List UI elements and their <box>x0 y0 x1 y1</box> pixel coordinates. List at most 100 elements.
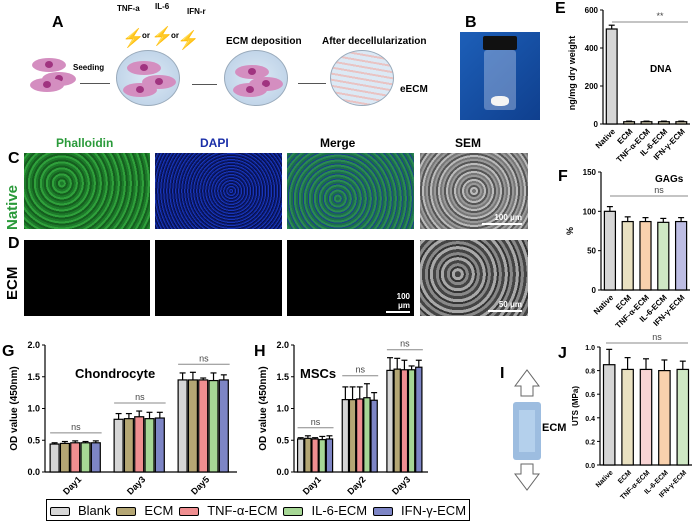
x-tick-label: Day3 <box>390 474 412 496</box>
bar <box>640 121 653 125</box>
scale-bar-label: 100 μm <box>494 213 522 222</box>
bar <box>386 369 394 473</box>
vial-cap <box>483 36 517 50</box>
y-tick-label: 1.5 <box>27 372 40 382</box>
bar <box>198 379 209 473</box>
native-phalloidin-image <box>24 153 150 229</box>
chart-title: Chondrocyte <box>75 366 155 381</box>
y-tick-label: 0 <box>594 120 599 129</box>
arrow-icon <box>192 84 217 85</box>
dish-seeded <box>116 50 180 106</box>
bar <box>658 370 671 466</box>
bar <box>304 437 312 473</box>
bar <box>187 379 198 473</box>
bar <box>144 418 155 473</box>
bar <box>296 438 305 473</box>
bar <box>70 442 81 473</box>
y-axis-label: OD value (450nm) <box>9 366 20 450</box>
bar <box>325 438 334 473</box>
bar <box>407 369 416 473</box>
bar <box>393 368 401 473</box>
y-axis-label: ng/mg dry weight <box>567 36 577 111</box>
significance-label: ns <box>355 365 365 375</box>
y-axis-label: % <box>565 227 575 235</box>
y-tick-label: 600 <box>585 6 599 15</box>
ecm-sample <box>491 96 509 106</box>
col-phalloidin: Phalloidin <box>56 136 114 150</box>
bar <box>676 368 690 466</box>
panel-label-c: C <box>8 150 20 167</box>
bar <box>605 28 618 125</box>
panel-label-f: F <box>558 168 568 185</box>
ecm-dapi-image <box>155 240 282 316</box>
tnf-label: TNF-a <box>117 4 140 13</box>
bar <box>49 443 60 473</box>
legend-item-il6: IL-6-ECM <box>283 503 367 518</box>
arrow-icon <box>298 83 326 84</box>
y-tick-label: 1.0 <box>27 404 40 414</box>
ecm-phalloidin-image <box>24 240 150 316</box>
x-tick-label: Day5 <box>189 474 211 496</box>
scale-bar-label: 50 μm <box>498 300 522 309</box>
scale-bar-label: 100 μm <box>396 292 410 310</box>
bar <box>154 417 165 473</box>
chart-title: DNA <box>650 64 672 75</box>
i-ecm-label: ECM <box>542 422 567 434</box>
y-axis-label: OD value (450nm) <box>258 366 269 450</box>
bar <box>123 418 134 473</box>
significance-label: ns <box>71 422 81 432</box>
panel-label-g: G <box>2 343 15 360</box>
legend-item-tnf: TNF-α-ECM <box>179 503 278 518</box>
bar <box>639 368 653 466</box>
significance-label: ns <box>652 332 662 342</box>
panel-label-d: D <box>8 235 20 252</box>
bar <box>341 399 350 473</box>
y-tick-label: 200 <box>585 82 599 91</box>
y-axis-label: UTS (MPa) <box>571 386 580 426</box>
bar <box>59 442 70 473</box>
significance-label: ns <box>199 353 209 363</box>
chart-title: MSCs <box>300 366 336 381</box>
bar <box>80 442 91 473</box>
x-tick-label: Day1 <box>61 474 83 496</box>
bar <box>370 399 378 473</box>
y-tick-label: 0.4 <box>585 416 595 423</box>
bar <box>657 221 670 291</box>
legend-item-blank: Blank <box>49 503 110 518</box>
eecm-label: eECM <box>400 84 428 95</box>
tensile-test-diagram <box>513 369 541 491</box>
bar <box>639 220 652 291</box>
bar <box>621 368 634 466</box>
dish-deposition <box>224 50 288 106</box>
bar <box>177 379 188 473</box>
y-tick-label: 1.0 <box>276 404 289 414</box>
or-label-1: or <box>142 31 150 40</box>
decell-label: After decellularization <box>322 36 427 47</box>
bar <box>400 369 409 473</box>
panel-label-a: A <box>52 14 64 31</box>
significance-label: ** <box>656 11 664 21</box>
bar <box>363 397 371 473</box>
bar <box>208 379 219 473</box>
ecm-deposition-label: ECM deposition <box>226 36 302 47</box>
col-dapi: DAPI <box>200 136 229 150</box>
y-tick-label: 0.0 <box>585 463 595 470</box>
native-dapi-image <box>155 153 282 229</box>
y-tick-label: 100 <box>583 207 597 216</box>
x-tick-label: ECM <box>617 469 633 485</box>
cell-cluster <box>30 58 77 93</box>
panel-label-b: B <box>465 14 477 31</box>
panel-label-i: I <box>500 365 505 382</box>
bar <box>311 438 319 473</box>
bar <box>674 220 688 291</box>
legend-item-ifn: IFN-γ-ECM <box>373 503 466 518</box>
native-sem-image: 100 μm <box>420 153 528 229</box>
legend-item-ecm: ECM <box>116 503 173 518</box>
y-tick-label: 2.0 <box>276 340 289 350</box>
panel-label-j: J <box>558 345 567 362</box>
y-tick-label: 0.5 <box>27 435 40 445</box>
bar <box>134 416 145 473</box>
significance-label: ns <box>654 185 664 195</box>
bar <box>90 442 101 473</box>
